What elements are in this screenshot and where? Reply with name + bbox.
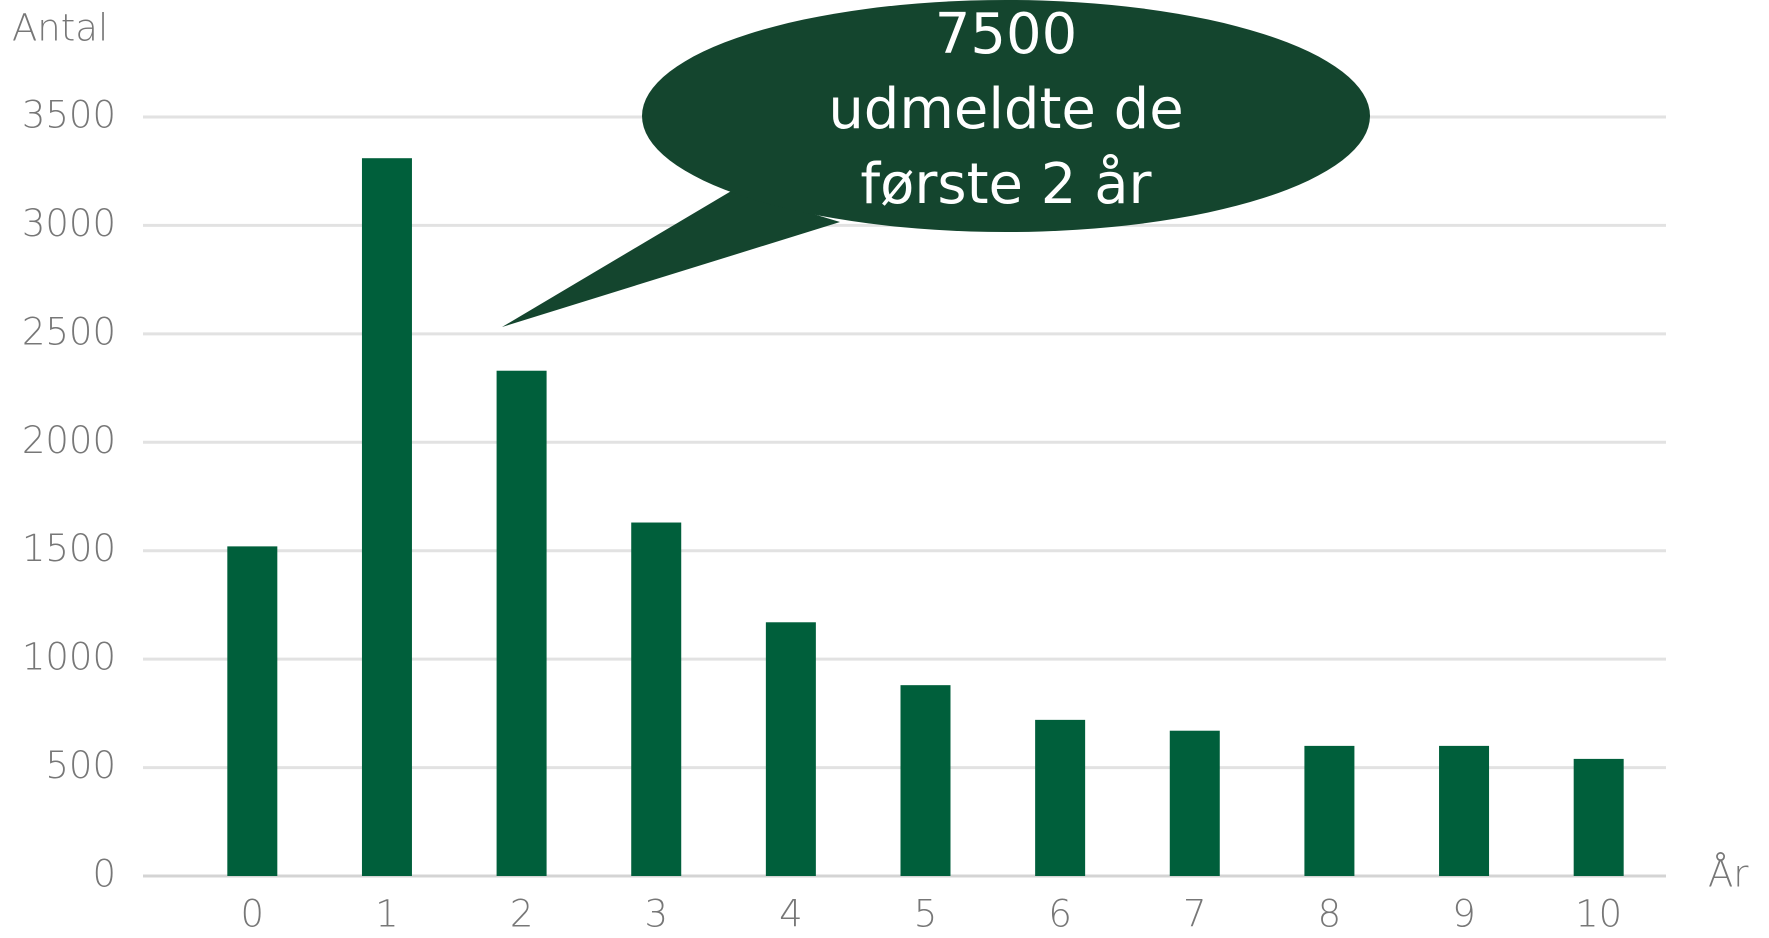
x-tick-label: 0 [241,893,265,936]
callout-text: 7500 [935,2,1078,67]
x-tick-label: 10 [1575,893,1622,936]
y-tick-label: 500 [45,744,116,787]
bar [1304,745,1355,876]
bar [1169,730,1220,876]
callout-text: første 2 år [860,152,1152,217]
y-tick-label: 1000 [22,636,116,679]
x-axis-label: År [1708,852,1749,896]
bar [1439,745,1490,876]
x-tick-label: 8 [1318,893,1342,936]
callout-tail [502,190,840,327]
bar [361,158,412,876]
bar [496,370,547,876]
bar [227,546,278,876]
y-tick-label: 1500 [22,527,116,570]
y-tick-label: 0 [92,853,116,896]
y-axis-label: Antal [12,7,108,50]
x-tick-label: 3 [644,893,668,936]
y-tick-label: 3500 [22,94,116,137]
callout-bubble [642,0,1370,232]
bar [765,622,816,876]
callout-text: udmeldte de [828,77,1183,142]
bar [1573,758,1624,876]
x-tick-label: 6 [1048,893,1072,936]
x-tick-label: 4 [779,893,803,936]
x-tick-label: 1 [375,893,399,936]
x-tick-label: 7 [1183,893,1207,936]
bar [900,685,951,876]
y-tick-label: 3000 [22,202,116,245]
x-tick-label: 2 [510,893,534,936]
bar [631,522,682,876]
bar [1035,719,1086,876]
y-tick-label: 2000 [22,419,116,462]
x-tick-label: 9 [1452,893,1476,936]
x-tick-label: 5 [914,893,938,936]
y-tick-label: 2500 [22,310,116,353]
